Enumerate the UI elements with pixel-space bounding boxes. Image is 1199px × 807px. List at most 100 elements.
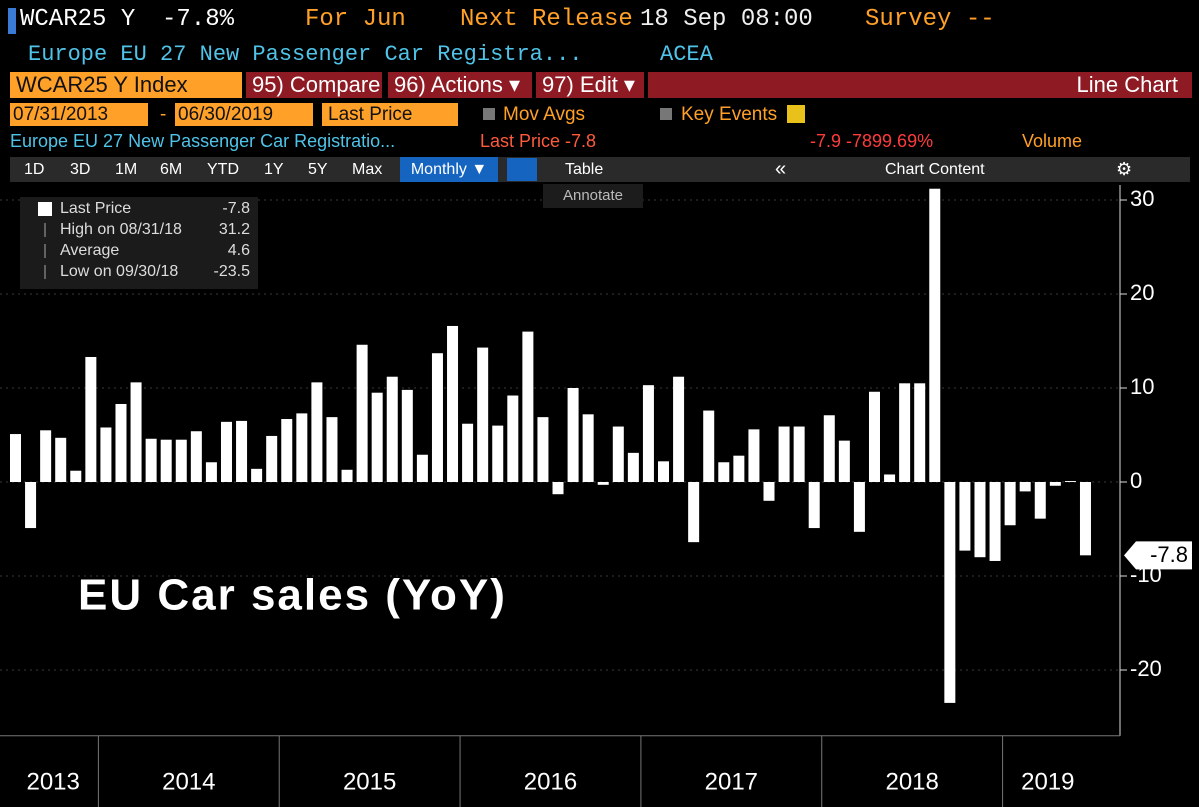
range-button[interactable]: 5Y (308, 161, 328, 178)
toolbar (10, 157, 1190, 182)
bar (190, 431, 202, 482)
bar (763, 482, 775, 501)
range-button[interactable]: 1D (24, 161, 45, 178)
info-volume: Volume (1022, 131, 1083, 151)
bar (748, 429, 760, 482)
last-value-label: -7.8 (1150, 542, 1188, 567)
info-icon[interactable] (787, 105, 805, 123)
ticker: WCAR25 Y (20, 6, 136, 33)
info-change: -7.9 -7899.69% (810, 131, 934, 151)
bar (341, 469, 353, 482)
bar (944, 482, 956, 703)
checkbox[interactable] (483, 108, 495, 120)
bar (1004, 482, 1016, 526)
bar (582, 414, 594, 482)
bar (401, 389, 413, 482)
y-tick-label: 30 (1130, 186, 1154, 211)
bar (703, 410, 715, 482)
bar (853, 482, 865, 532)
last-value-tag (1124, 541, 1192, 570)
bar (507, 395, 519, 482)
marker (8, 8, 16, 34)
bar (492, 425, 504, 482)
legend-box (20, 197, 258, 289)
release-date: 18 Sep 08:00 (640, 6, 813, 33)
actions-button[interactable]: 96) Actions ▾ (388, 72, 532, 98)
bar (733, 455, 745, 482)
bar (236, 420, 248, 482)
bar (868, 391, 880, 482)
chart-icon[interactable] (507, 158, 537, 181)
source: ACEA (660, 42, 713, 67)
x-tick-label: 2013 (26, 768, 79, 795)
start-date[interactable]: 07/31/2013 (10, 103, 148, 126)
description: Europe EU 27 New Passenger Car Registra.… (28, 42, 583, 67)
legend-swatch (38, 202, 52, 216)
bar (462, 423, 474, 482)
bar (778, 426, 790, 482)
checkbox[interactable] (660, 108, 672, 120)
bar (205, 462, 217, 482)
bar (175, 439, 187, 482)
range-button[interactable]: 1M (115, 161, 138, 178)
period: For Jun (305, 6, 406, 33)
edit-button[interactable]: 97) Edit ▾ (536, 72, 644, 98)
bar (974, 482, 986, 558)
x-tick-label: 2017 (705, 768, 758, 795)
bar (552, 482, 564, 495)
legend-value: 4.6 (228, 242, 250, 259)
bar (642, 385, 654, 482)
bar (416, 454, 428, 482)
settings-icon[interactable]: ⚙ (1116, 159, 1133, 179)
bar (281, 419, 293, 482)
date-separator: - (160, 104, 167, 125)
bar (55, 437, 67, 482)
bar (326, 417, 338, 482)
bar (823, 415, 835, 482)
bar (793, 426, 805, 482)
range-button[interactable]: 6M (160, 161, 183, 178)
frequency-button[interactable]: Monthly ▼ (400, 157, 498, 182)
range-button[interactable]: 3D (70, 161, 91, 178)
annotate-button[interactable]: Annotate (543, 184, 643, 208)
bar (522, 331, 534, 482)
field-select[interactable]: Last Price (322, 103, 458, 126)
bar (959, 482, 971, 551)
bar (1019, 482, 1031, 492)
bar (25, 482, 37, 529)
collapse-button[interactable]: « (775, 158, 787, 180)
bar (40, 430, 52, 482)
bar (1064, 481, 1076, 482)
bar (567, 388, 579, 482)
compare-button[interactable]: 95) Compare (246, 72, 382, 98)
bar (658, 461, 670, 482)
bar (251, 468, 263, 482)
bar (929, 188, 941, 482)
bar (597, 482, 609, 485)
bar (1079, 482, 1091, 556)
end-date[interactable]: 06/30/2019 (175, 103, 313, 126)
security[interactable]: WCAR25 Y Index (10, 72, 242, 98)
y-tick-label: 0 (1130, 468, 1142, 493)
bar (1049, 482, 1061, 486)
bar (431, 353, 443, 482)
legend-label: Average (60, 242, 119, 259)
range-button[interactable]: YTD (207, 161, 239, 178)
chart-content-button[interactable]: Chart Content (885, 161, 985, 178)
bar (115, 403, 127, 482)
mov-avgs: Mov Avgs (503, 104, 586, 125)
bar (1034, 482, 1046, 519)
info-last-price: Last Price -7.8 (480, 131, 597, 151)
legend-label: High on 08/31/18 (60, 221, 182, 238)
range-button[interactable]: Max (352, 161, 383, 178)
legend-value: -7.8 (222, 200, 250, 217)
release-label: Next Release (460, 6, 633, 33)
bar (838, 440, 850, 482)
range-button[interactable]: 1Y (264, 161, 284, 178)
bar (371, 392, 383, 482)
bar (808, 482, 820, 529)
table-button[interactable]: Table (565, 161, 604, 178)
bar (627, 452, 639, 482)
